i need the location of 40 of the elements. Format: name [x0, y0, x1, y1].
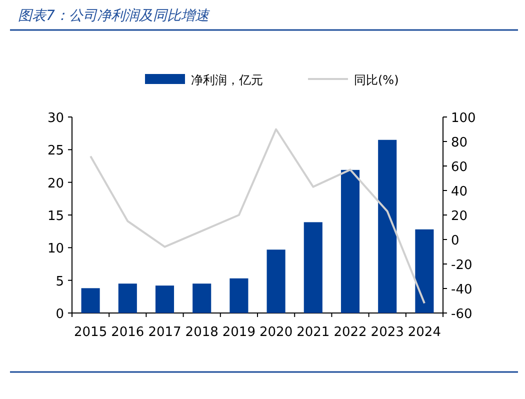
y-tick-label: 30 [47, 111, 64, 126]
chart-title: 图表7：公司净利润及同比增速 [18, 8, 210, 24]
bar [118, 284, 137, 313]
x-tick-label: 2023 [370, 325, 404, 340]
y-tick-label: 20 [47, 176, 64, 192]
y2-tick-label: 0 [451, 234, 460, 248]
y-tick-label: 5 [56, 274, 64, 290]
y2-tick-label: -20 [451, 258, 472, 273]
x-tick-label: 2020 [260, 325, 293, 340]
bar [378, 140, 397, 313]
bar [415, 229, 434, 313]
x-tick-label: 2021 [296, 325, 330, 340]
y-tick-label: 15 [47, 209, 64, 224]
y-tick-label: 25 [47, 144, 64, 159]
x-tick-label: 2016 [111, 325, 144, 340]
bar [155, 286, 174, 313]
x-tick-label: 2022 [334, 325, 367, 340]
x-tick-label: 2018 [185, 325, 218, 340]
bar [340, 170, 360, 313]
bar [266, 250, 286, 313]
y-tick-label: 0 [56, 307, 64, 322]
bar [81, 288, 100, 313]
y2-tick-label: 20 [451, 209, 468, 224]
y2-tick-label: 100 [451, 111, 476, 126]
y2-tick-label: 40 [451, 184, 468, 200]
legend-label: 同比(%) [354, 73, 399, 87]
x-tick-label: 2015 [74, 325, 108, 340]
x-tick-label: 2017 [148, 325, 182, 340]
y-tick-label: 10 [47, 242, 64, 257]
line-series [90, 128, 426, 304]
y2-tick-label: -40 [451, 282, 472, 298]
y2-tick-label: 80 [451, 136, 468, 150]
x-tick-label: 2019 [222, 325, 256, 340]
bar [230, 278, 248, 313]
y2-tick-label: 60 [451, 160, 468, 175]
bar [192, 284, 212, 313]
legend-label: 净利润，亿元 [191, 73, 263, 87]
bar [304, 222, 322, 313]
x-tick-label: 2024 [408, 325, 441, 340]
y2-tick-label: -60 [451, 307, 472, 322]
